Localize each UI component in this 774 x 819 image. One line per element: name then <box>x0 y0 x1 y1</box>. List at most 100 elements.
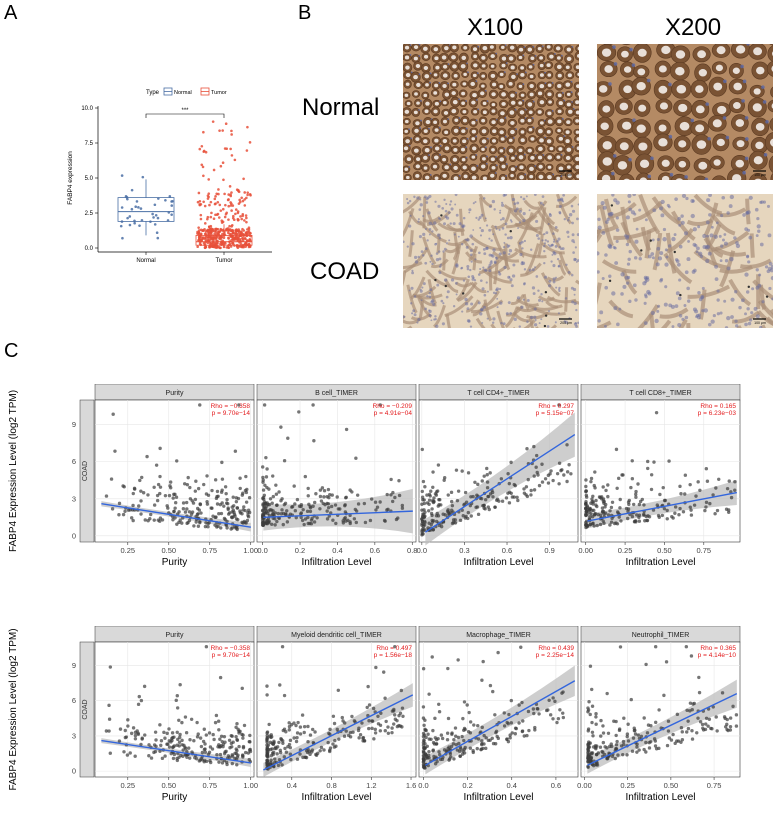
data-point <box>422 738 426 742</box>
data-point <box>300 713 305 717</box>
data-point <box>120 174 124 177</box>
data-point <box>727 508 731 512</box>
data-point <box>700 722 705 727</box>
data-point <box>612 719 616 723</box>
data-point <box>463 745 467 750</box>
data-point <box>149 756 154 760</box>
data-point <box>509 491 513 495</box>
data-point <box>354 520 359 525</box>
data-point <box>594 498 598 503</box>
data-point <box>653 739 658 743</box>
data-point <box>217 760 221 764</box>
data-point <box>243 219 246 222</box>
data-point <box>274 483 278 487</box>
data-point <box>294 739 299 744</box>
data-point <box>168 480 173 484</box>
data-point <box>126 216 129 220</box>
data-point <box>158 446 162 451</box>
data-point <box>609 742 613 746</box>
data-point <box>642 503 646 507</box>
data-point <box>238 476 242 480</box>
data-point <box>235 748 239 753</box>
data-point <box>692 503 697 507</box>
scatter-grid-row-2: FABP4 Expression Level (log2 TPM) COAD 0 3 6… <box>8 626 741 803</box>
data-point <box>679 725 684 730</box>
data-point <box>164 199 167 202</box>
data-point <box>662 693 666 698</box>
data-point <box>243 191 247 194</box>
data-point <box>363 520 368 525</box>
x-tick-label: 0.75 <box>202 546 217 555</box>
data-point <box>245 234 248 237</box>
data-point <box>159 743 163 748</box>
scale-bar-label: 200 μm <box>560 173 572 177</box>
data-point <box>314 492 318 496</box>
data-point <box>265 522 269 526</box>
data-point <box>234 496 239 500</box>
data-point <box>192 739 196 743</box>
data-point <box>180 738 184 743</box>
data-point <box>303 755 308 759</box>
data-point <box>202 149 206 153</box>
data-point <box>261 513 266 518</box>
p-value-label: p = 9.70e−14 <box>212 410 251 417</box>
data-point <box>393 713 397 717</box>
data-point <box>480 739 484 743</box>
data-point <box>420 447 424 452</box>
data-point <box>265 730 270 734</box>
data-point <box>306 494 310 498</box>
data-point <box>235 755 240 759</box>
data-point <box>391 709 396 713</box>
data-point <box>184 731 189 735</box>
data-point <box>340 715 344 720</box>
group-label: COAD <box>82 461 89 481</box>
data-point <box>269 733 273 737</box>
data-point <box>358 732 363 737</box>
data-point <box>185 507 189 511</box>
data-point <box>696 716 700 720</box>
data-point <box>271 474 275 478</box>
data-point <box>217 216 221 219</box>
data-point <box>356 502 361 506</box>
data-point <box>264 504 269 508</box>
data-point <box>439 733 444 737</box>
data-point <box>662 506 667 511</box>
data-point <box>532 474 536 478</box>
data-point <box>460 752 465 756</box>
data-point <box>260 523 265 527</box>
data-point <box>240 217 244 221</box>
data-point <box>153 730 158 734</box>
data-point <box>289 723 294 727</box>
data-point <box>235 229 238 232</box>
data-point <box>219 228 223 232</box>
data-point <box>389 477 393 482</box>
data-point <box>522 734 526 738</box>
data-point <box>690 729 694 733</box>
data-point <box>434 742 439 746</box>
data-point <box>213 720 218 725</box>
data-point <box>230 209 233 212</box>
data-point <box>438 753 442 757</box>
data-point <box>175 522 179 526</box>
data-point <box>117 501 122 506</box>
data-point <box>423 520 427 525</box>
data-point <box>135 729 139 733</box>
x-tick-label: 0.75 <box>696 546 711 555</box>
x-tick-label: 0.4 <box>332 546 342 555</box>
data-point <box>606 731 611 736</box>
data-point <box>166 506 170 510</box>
data-point <box>502 724 507 728</box>
data-point <box>277 740 281 745</box>
data-point <box>181 501 186 505</box>
x-tick-label: 0.50 <box>657 546 672 555</box>
data-point <box>343 510 348 514</box>
data-point <box>177 718 181 723</box>
data-point <box>222 734 227 739</box>
data-point <box>449 744 454 749</box>
data-point <box>396 516 400 520</box>
y-tick-label: 7.5 <box>85 141 94 147</box>
data-point <box>437 702 441 706</box>
data-point <box>239 240 243 243</box>
data-point <box>231 232 235 235</box>
data-point <box>619 519 623 523</box>
